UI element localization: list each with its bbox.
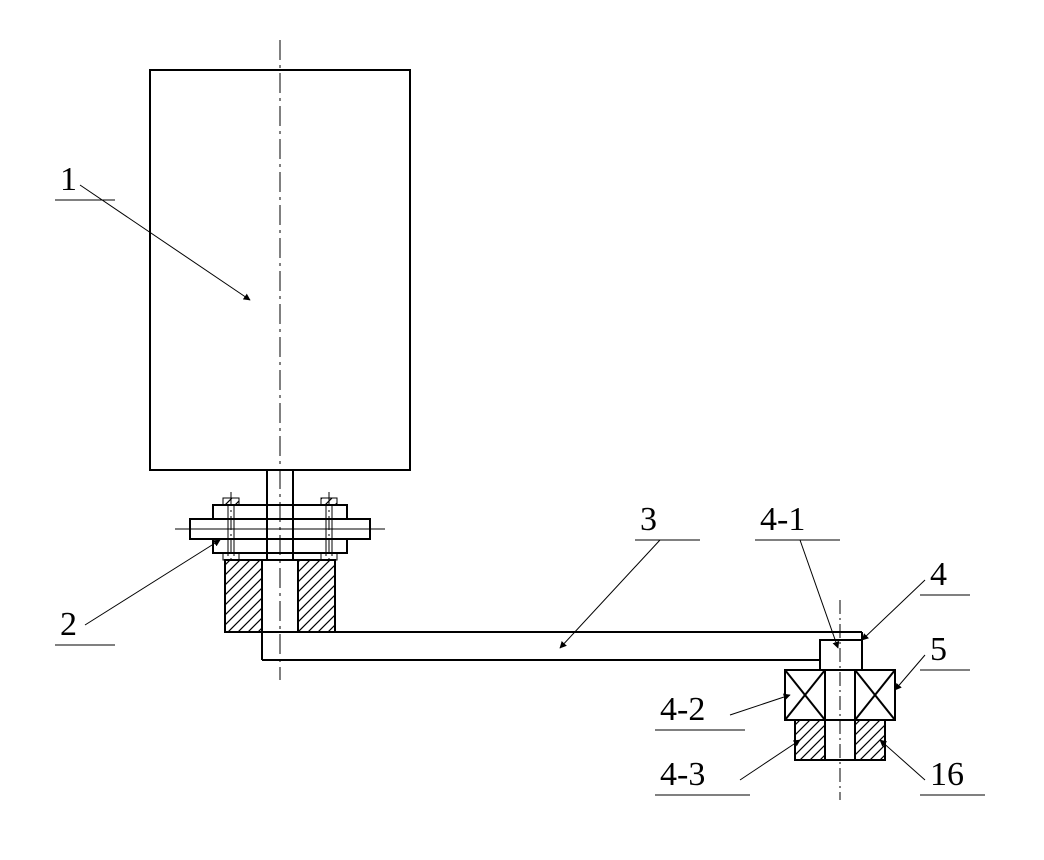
leaders: [55, 185, 985, 795]
right-pivot-assembly: [785, 600, 895, 800]
cylinder-body: [150, 40, 410, 680]
label-3: 3: [640, 501, 657, 538]
label-1: 1: [60, 161, 77, 198]
label-4-2: 4-2: [660, 691, 705, 728]
label-4-3: 4-3: [660, 756, 705, 793]
arm: [225, 632, 862, 660]
label-4: 4: [930, 556, 947, 593]
label-16: 16: [930, 756, 964, 793]
labels: 1 2 3 4-1 4 5 4-2 4-3 16: [60, 161, 964, 793]
label-5: 5: [930, 631, 947, 668]
label-2: 2: [60, 606, 77, 643]
label-4-1: 4-1: [760, 501, 805, 538]
